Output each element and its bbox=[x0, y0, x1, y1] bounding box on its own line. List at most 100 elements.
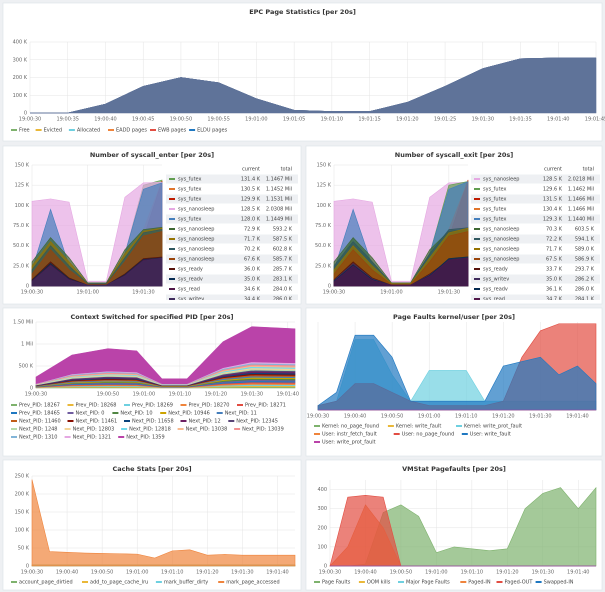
legend-row bbox=[471, 194, 600, 204]
legend-label: User: write_fault bbox=[470, 432, 511, 438]
legend-label: mark_page_accessed bbox=[226, 580, 279, 586]
legend-row bbox=[166, 254, 298, 264]
legend-current: 67.6 K bbox=[244, 257, 261, 263]
legend-row bbox=[471, 264, 600, 274]
series-area bbox=[31, 257, 163, 287]
legend-total: 2.0218 Mil bbox=[568, 177, 594, 183]
legend-label: sys_nanosleep bbox=[178, 227, 214, 233]
legend-total: 586.9 K bbox=[575, 257, 595, 263]
x-tick-label: 19:01:45 bbox=[585, 117, 605, 123]
legend-swatch bbox=[216, 412, 223, 414]
legend-swatch bbox=[169, 178, 175, 180]
legend-swatch bbox=[11, 436, 17, 438]
legend-swatch bbox=[155, 581, 162, 583]
legend-label: Next_PID: 11 bbox=[225, 411, 257, 417]
legend-total: 594.1 K bbox=[575, 237, 595, 243]
legend-swatch bbox=[474, 238, 480, 240]
x-tick-label: 19:01:10 bbox=[455, 414, 477, 420]
x-tick-label: 19:01:40 bbox=[266, 570, 288, 576]
legend-row bbox=[166, 274, 298, 284]
legend-label: Free bbox=[19, 128, 30, 134]
legend-row bbox=[471, 224, 600, 234]
legend-current: 129.9 K bbox=[241, 197, 261, 203]
legend-swatch bbox=[189, 129, 196, 131]
legend-label: Paged-OUT bbox=[505, 580, 534, 586]
legend-total: 1.1462 Mil bbox=[568, 187, 594, 193]
legend-swatch bbox=[474, 198, 480, 200]
x-tick-label: 19:00:40 bbox=[94, 117, 116, 123]
legend-label: Next_PID: 11461 bbox=[76, 419, 118, 425]
x-tick-label: 19:00:50 bbox=[170, 117, 192, 123]
legend-label: Next_PID: 12818 bbox=[129, 427, 171, 433]
legend-swatch bbox=[393, 433, 400, 435]
legend-current: 35.0 K bbox=[546, 277, 563, 283]
y-tick-label: 300 K bbox=[13, 57, 28, 63]
legend-swatch bbox=[169, 228, 175, 230]
legend-label: sys_futex bbox=[178, 197, 202, 203]
legend-total: 602.8 K bbox=[273, 247, 293, 253]
x-tick-label: 19:01:25 bbox=[434, 117, 456, 123]
legend-label: Major Page Faults bbox=[406, 580, 450, 586]
x-tick-label: 19:01:20 bbox=[396, 117, 418, 123]
legend-row bbox=[471, 274, 600, 284]
legend-row bbox=[166, 284, 298, 294]
legend-swatch bbox=[180, 404, 187, 406]
legend-label: sys_futex bbox=[178, 187, 202, 193]
legend-swatch bbox=[169, 218, 175, 220]
legend-label: Next_PID: 1321 bbox=[73, 435, 112, 441]
legend-current: 34.6 K bbox=[244, 287, 261, 293]
legend-row bbox=[166, 184, 298, 194]
x-tick-label: 19:01:20 bbox=[205, 392, 227, 398]
legend-total: 585.7 K bbox=[273, 257, 293, 263]
panel-title: Page Faults kernel/user [per 20s] bbox=[393, 313, 515, 321]
legend-label: Prev_PID: 18465 bbox=[19, 411, 60, 417]
legend-row bbox=[471, 244, 600, 254]
legend-swatch bbox=[474, 218, 480, 220]
legend-row bbox=[166, 294, 298, 300]
legend-swatch bbox=[11, 404, 17, 406]
y-tick-label: 200 K bbox=[13, 75, 28, 81]
legend-swatch bbox=[169, 268, 175, 270]
legend-label: Evicted bbox=[44, 128, 62, 134]
legend-total: 293.7 K bbox=[575, 267, 595, 273]
legend-swatch bbox=[169, 298, 175, 300]
legend-current: 35.0 K bbox=[244, 277, 261, 283]
legend-label: Kernel: write_fault bbox=[396, 424, 441, 430]
y-tick-label: 75.0 K bbox=[315, 223, 332, 229]
legend-swatch bbox=[228, 420, 235, 422]
legend-total: 587.5 K bbox=[273, 237, 293, 243]
y-tick-label: 100 K bbox=[13, 93, 28, 99]
legend-swatch bbox=[474, 268, 480, 270]
legend-label: ELDU pages bbox=[197, 128, 228, 134]
series-area bbox=[333, 257, 469, 287]
x-tick-label: 19:01:20 bbox=[492, 414, 514, 420]
x-tick-label: 19:00:40 bbox=[56, 570, 78, 576]
y-tick-label: 150 K bbox=[15, 163, 30, 169]
legend-label: Next_PID: 10946 bbox=[168, 411, 210, 417]
legend-label: Paged-IN bbox=[468, 580, 491, 586]
legend-row bbox=[471, 204, 600, 214]
x-tick-label: 19:01:10 bbox=[161, 570, 183, 576]
legend-swatch bbox=[456, 425, 462, 427]
legend-current: 130.4 K bbox=[543, 207, 563, 213]
y-tick-label: 300 bbox=[317, 506, 327, 512]
legend-current: 70.2 K bbox=[244, 247, 261, 253]
legend-total: 283.1 K bbox=[273, 277, 293, 283]
legend-current: 131.5 K bbox=[543, 197, 563, 203]
legend-swatch bbox=[160, 412, 167, 414]
legend-swatch bbox=[11, 420, 17, 422]
legend-label: Kernel: no_page_found bbox=[322, 424, 379, 430]
legend-swatch bbox=[237, 404, 243, 406]
x-tick-label: 19:01:40 bbox=[547, 117, 569, 123]
y-tick-label: 0 bbox=[26, 564, 29, 570]
legend-header: current bbox=[544, 167, 562, 173]
legend-row bbox=[471, 234, 600, 244]
legend-total: 1.1452 Mil bbox=[266, 187, 292, 193]
x-tick-label: 19:00:55 bbox=[207, 117, 229, 123]
legend-swatch bbox=[496, 581, 503, 583]
legend-swatch bbox=[474, 178, 480, 180]
series-area bbox=[35, 326, 296, 385]
legend-swatch bbox=[169, 238, 175, 240]
legend-swatch bbox=[474, 188, 480, 190]
